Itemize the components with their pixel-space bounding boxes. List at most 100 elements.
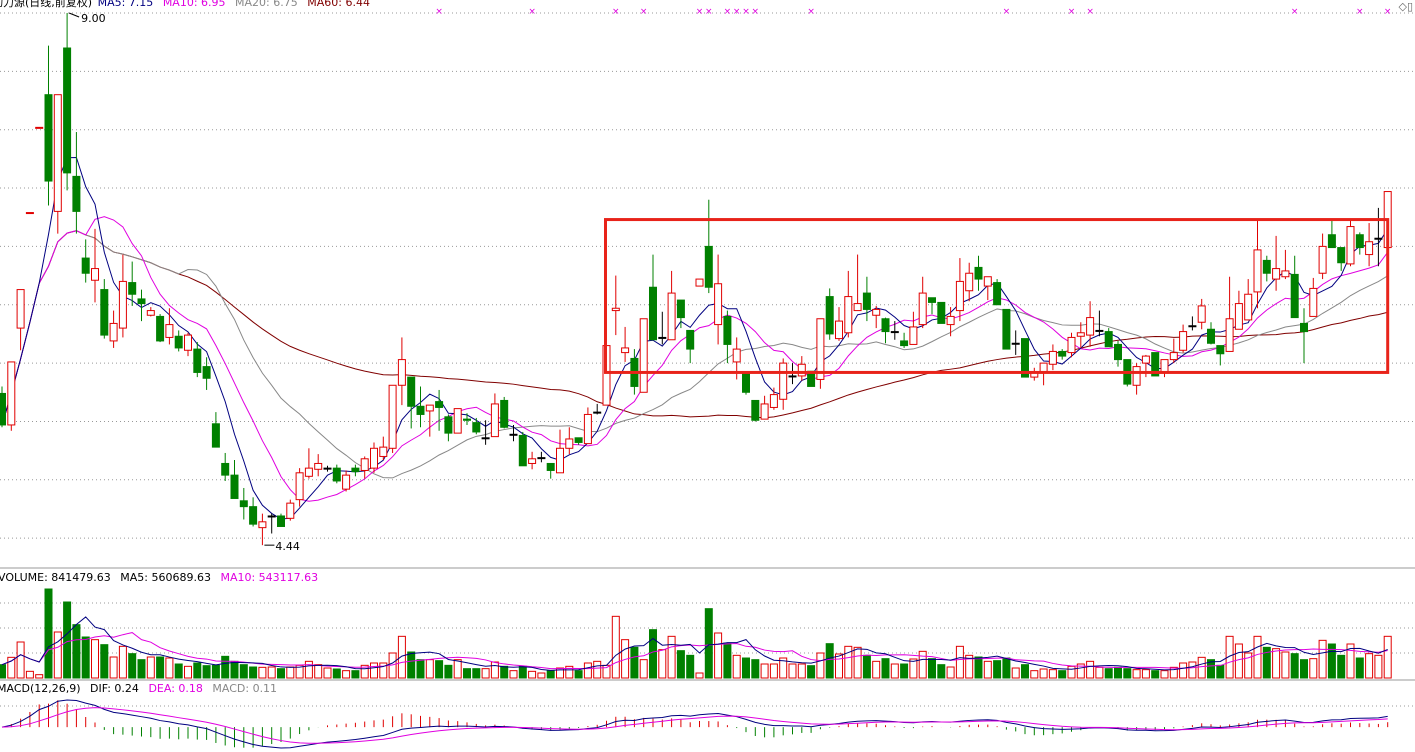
candle-body <box>500 399 509 428</box>
volume-bar <box>509 670 518 679</box>
volume-bar <box>1346 643 1355 679</box>
volume-bar <box>63 601 72 679</box>
signal-marker-icon: × <box>1086 7 1094 17</box>
volume-bar <box>1374 654 1383 679</box>
candle-body <box>1011 342 1020 345</box>
volume-bar <box>1262 646 1271 679</box>
candle <box>1207 322 1215 345</box>
volume-bar <box>918 650 927 679</box>
volume-bar <box>797 663 806 679</box>
volume-bar <box>667 635 676 679</box>
stock-title: 动力源(日线,前复权) <box>0 0 93 9</box>
candle-body <box>965 272 974 292</box>
candle-body <box>7 361 16 426</box>
dea-line <box>1 707 1388 744</box>
volume-bar <box>267 666 276 679</box>
volume-bar <box>435 660 444 679</box>
candle <box>621 326 630 362</box>
signal-marker-icon: × <box>435 7 443 17</box>
volume-bar <box>1095 666 1104 679</box>
candle-body <box>1104 331 1113 348</box>
candle <box>556 429 564 474</box>
candle <box>797 356 806 381</box>
candle <box>351 464 360 477</box>
candle-body <box>788 375 797 378</box>
diamond-icon[interactable]: ◇ <box>1398 0 1407 13</box>
candle <box>193 342 202 378</box>
candle-body <box>1095 329 1104 332</box>
candle <box>1327 219 1336 249</box>
volume-bar <box>174 663 183 679</box>
candle-body <box>816 318 825 380</box>
candle-body <box>732 348 741 363</box>
candle-body <box>1179 331 1188 351</box>
volume-bar <box>7 656 16 679</box>
candle <box>509 424 518 442</box>
candle <box>277 513 285 527</box>
candle-body <box>797 363 806 377</box>
candle-body <box>109 322 118 342</box>
volume-bar <box>1188 661 1197 679</box>
candle-body <box>1234 303 1243 330</box>
candle-body <box>974 266 983 280</box>
volume-bar <box>993 660 1002 679</box>
candle <box>835 307 843 341</box>
volume-bar <box>1169 666 1178 679</box>
candle-body <box>1207 328 1215 344</box>
candle <box>890 321 899 340</box>
candle <box>109 310 118 348</box>
candle <box>974 255 983 291</box>
candle-body <box>435 401 444 408</box>
candle <box>1179 324 1188 353</box>
ma60-value: MA60: 6.44 <box>307 0 370 9</box>
candle-body <box>342 474 351 490</box>
candle <box>7 361 16 431</box>
candle-body <box>1337 247 1346 264</box>
candle-body <box>1318 245 1327 274</box>
volume-bar <box>286 666 295 679</box>
signal-marker-icon: × <box>807 7 815 17</box>
signal-marker-icon: × <box>1291 7 1299 17</box>
candle <box>565 427 574 455</box>
candle-body <box>742 371 750 393</box>
candle-body <box>714 283 723 326</box>
candle-body <box>1253 249 1262 293</box>
candle <box>388 384 397 453</box>
volume-bar <box>528 670 537 679</box>
candle <box>1365 223 1374 267</box>
candle-body <box>1141 355 1150 364</box>
volume-bar <box>546 670 555 679</box>
candle <box>1095 310 1104 337</box>
volume-bar <box>844 645 853 679</box>
candle <box>230 459 239 499</box>
candle <box>695 278 704 287</box>
volume-bar <box>1076 663 1085 679</box>
candle-body <box>304 467 313 477</box>
candle-body <box>686 329 695 350</box>
window-icon[interactable]: ▯ <box>1406 0 1413 13</box>
candle <box>425 404 434 437</box>
volume-bar <box>481 668 490 679</box>
candle <box>1169 338 1178 364</box>
candle <box>81 239 90 283</box>
candle-body <box>1086 317 1095 336</box>
candle-body <box>1327 234 1336 249</box>
candle <box>1058 349 1067 360</box>
candle <box>1281 249 1290 280</box>
candle-body <box>574 437 583 443</box>
candle <box>686 329 695 364</box>
volume-bar <box>91 639 99 679</box>
volume-bar <box>453 659 462 679</box>
volume-bar <box>360 664 369 679</box>
volume-bar <box>862 654 871 679</box>
candle <box>751 399 760 422</box>
candle-body <box>174 335 183 349</box>
signal-marker-icon: × <box>1384 7 1392 17</box>
candle <box>946 307 955 337</box>
min-price-label: 4.44 <box>275 540 300 553</box>
candle <box>937 301 946 324</box>
candle-body <box>44 94 53 182</box>
candle-body <box>184 334 192 351</box>
candle <box>1048 344 1057 371</box>
